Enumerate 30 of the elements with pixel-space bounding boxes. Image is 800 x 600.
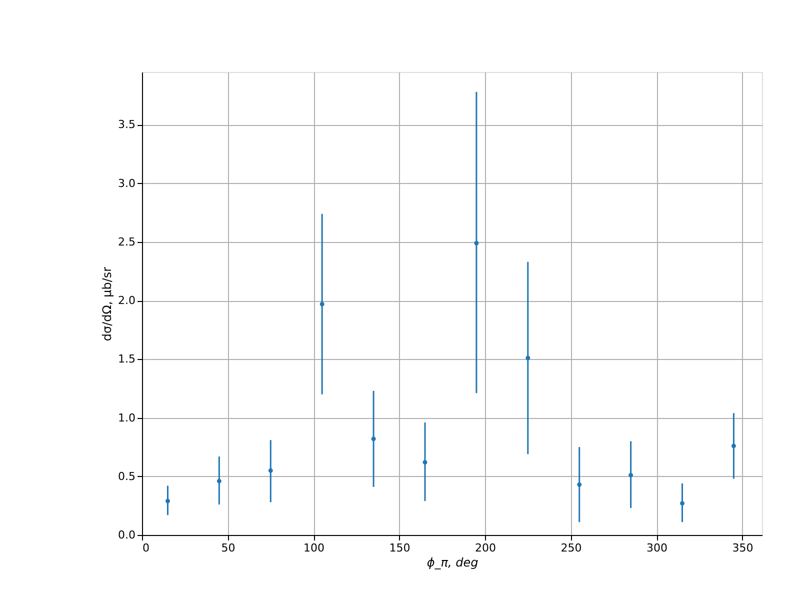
- point: [680, 501, 684, 506]
- point: [422, 460, 428, 465]
- point: [526, 356, 530, 360]
- x-tick-label: 350: [732, 542, 754, 554]
- point: [268, 468, 273, 473]
- point: [371, 436, 376, 442]
- x-tick-label: 300: [646, 542, 668, 554]
- x-tick-label: 50: [221, 542, 236, 554]
- y-tick-label: 2.0: [118, 294, 136, 308]
- point: [731, 444, 736, 448]
- x-tick-label: 200: [475, 542, 496, 554]
- y-tick-label: 0.5: [118, 470, 136, 483]
- y-tick-label: 1.5: [118, 352, 136, 366]
- y-tick-label: 0.0: [118, 528, 136, 542]
- point: [320, 302, 324, 306]
- x-tick-label: 100: [304, 542, 325, 554]
- y-tick-label: 1.0: [118, 411, 136, 424]
- point: [474, 240, 479, 246]
- point: [165, 498, 170, 504]
- y-tick-label: 3.5: [118, 118, 136, 132]
- x-tick-label: 250: [560, 542, 582, 554]
- y-tick-label: 3.0: [118, 176, 136, 190]
- point: [577, 482, 582, 487]
- x-tick-label: 150: [389, 542, 410, 554]
- point: [216, 478, 222, 484]
- x-tick-label: 0: [142, 542, 150, 554]
- y-tick-label: 2.5: [118, 235, 136, 248]
- point: [628, 472, 634, 478]
- y-axis-title: dσ/dΩ, μb/sr: [100, 266, 114, 342]
- x-axis-title: ϕ_π, deg: [426, 556, 479, 570]
